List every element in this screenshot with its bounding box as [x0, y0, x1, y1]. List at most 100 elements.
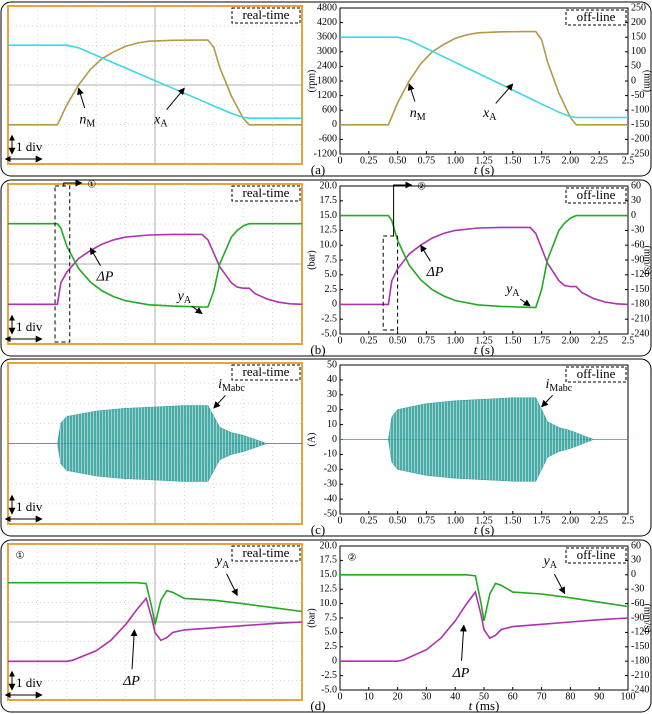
panel-label: (b): [310, 342, 325, 357]
y-tick-label: 0: [332, 655, 337, 666]
annotation: ΔP: [122, 674, 140, 689]
scope-label: real-time: [243, 364, 290, 379]
x-tick-label: 1.50: [504, 155, 522, 166]
y-tick-label: 0: [332, 119, 337, 130]
y-tick-label: 10: [327, 419, 337, 430]
y-tick-label: 10.0: [320, 598, 338, 609]
annotation-sub: Mabc: [549, 383, 572, 394]
scope-label: real-time: [243, 7, 290, 22]
y2-tick-label: -240: [631, 328, 649, 339]
annotation-sub: M: [417, 112, 426, 123]
x-axis-label: t (s): [474, 522, 495, 537]
x-tick-label: 0: [338, 335, 343, 346]
x-tick-label: 2.25: [590, 155, 608, 166]
scale-label: 1 div: [16, 319, 43, 334]
x-tick-label: 10: [364, 691, 374, 702]
y-tick-label: 7.5: [325, 254, 338, 265]
y2-tick-label: -30: [631, 583, 644, 594]
y2-tick-label: 0: [631, 75, 636, 86]
annotation-sub: Mabc: [222, 383, 245, 394]
y-tick-label: 15.0: [320, 210, 338, 221]
figure: real-time 1 div off-line 0 0.25 0.50 0.75 1.00 1…: [0, 0, 652, 714]
sim-label: off-line: [577, 547, 616, 562]
x-axis-unit: (s): [477, 522, 494, 537]
y-tick-label: 17.5: [320, 555, 338, 566]
y-axis-label: (bar): [306, 250, 317, 269]
x-axis-label: t (ms): [469, 698, 500, 713]
y-tick-label: -2.5: [321, 670, 337, 681]
annotation: ΔP: [452, 666, 470, 681]
y2-axis-label: (mm/s): [642, 246, 652, 275]
y2-tick-label: 60: [631, 180, 641, 191]
y2-tick-label: -180: [631, 299, 649, 310]
x-tick-label: 1.50: [504, 515, 522, 526]
y-axis-label: (rpm): [306, 70, 317, 93]
x-tick-label: 2.5: [622, 515, 635, 526]
x-tick-label: 90: [594, 691, 604, 702]
x-axis-label: t (s): [474, 162, 495, 177]
x-tick-label: 0.50: [389, 515, 407, 526]
y2-tick-label: 30: [631, 555, 641, 566]
scale-label: 1 div: [16, 499, 43, 514]
x-tick-label: 40: [450, 691, 460, 702]
y2-tick-label: 150: [631, 31, 646, 42]
y2-tick-label: -150: [631, 284, 649, 295]
y-tick-label: 2400: [317, 61, 337, 72]
x-tick-label: 1.75: [533, 515, 551, 526]
y-tick-label: 0: [332, 434, 337, 445]
y2-tick-label: 0: [631, 569, 636, 580]
y2-tick-label: -240: [631, 684, 649, 695]
x-tick-label: 80: [565, 691, 575, 702]
y2-tick-label: 0: [631, 210, 636, 221]
y-tick-label: 600: [322, 104, 337, 115]
y-tick-label: 12.5: [320, 225, 338, 236]
scale-label: 1 div: [16, 139, 43, 154]
y-tick-label: -5.0: [321, 684, 337, 695]
annotation-sub: A: [512, 288, 520, 299]
y-tick-label: 20.0: [320, 540, 338, 551]
scope-marker: ①: [87, 179, 96, 190]
x-tick-label: 2.00: [562, 155, 580, 166]
y2-tick-label: -30: [631, 225, 644, 236]
y-tick-label: -2.5: [321, 313, 337, 324]
sim-label: off-line: [577, 9, 616, 24]
y2-tick-label: -150: [631, 641, 649, 652]
scale-label: 1 div: [16, 675, 43, 690]
x-tick-label: 0: [338, 155, 343, 166]
annotation-sub: A: [550, 560, 558, 571]
x-tick-label: 0.75: [418, 335, 436, 346]
sim-marker: ②: [348, 552, 357, 563]
sim-label: off-line: [577, 187, 616, 202]
annotation-base: n: [79, 113, 86, 128]
x-tick-label: 0.25: [360, 335, 378, 346]
annotation: ΔP: [96, 270, 114, 285]
y-tick-label: 1800: [317, 75, 337, 86]
x-tick-label: 30: [421, 691, 431, 702]
panel-label: (c): [311, 522, 325, 537]
sim-label: off-line: [577, 366, 616, 381]
annotation: ΔP: [426, 265, 444, 280]
y-tick-label: 2.5: [325, 641, 338, 652]
x-tick-label: 1.00: [446, 155, 464, 166]
x-tick-label: 0: [338, 691, 343, 702]
y-tick-label: 3000: [317, 46, 337, 57]
y-axis-label: (A): [306, 433, 317, 447]
y-tick-label: 0: [332, 299, 337, 310]
y2-tick-label: 50: [631, 61, 641, 72]
y2-tick-label: -150: [631, 119, 649, 130]
x-tick-label: 0.50: [389, 155, 407, 166]
y2-tick-label: -100: [631, 104, 649, 115]
x-axis-unit: (s): [477, 162, 494, 177]
y2-tick-label: 250: [631, 2, 646, 13]
x-tick-label: 70: [537, 691, 547, 702]
y-tick-label: -1200: [314, 148, 337, 159]
panel-label: (d): [310, 698, 325, 713]
y-tick-label: 40: [327, 374, 337, 385]
x-tick-label: 2.00: [562, 515, 580, 526]
annotation-base: ΔP: [452, 666, 470, 681]
y-tick-label: 4200: [317, 17, 337, 28]
x-tick-label: 0: [338, 515, 343, 526]
y-tick-label: -10: [324, 449, 337, 460]
y2-tick-label: -250: [631, 148, 649, 159]
y-tick-label: -30: [324, 478, 337, 489]
